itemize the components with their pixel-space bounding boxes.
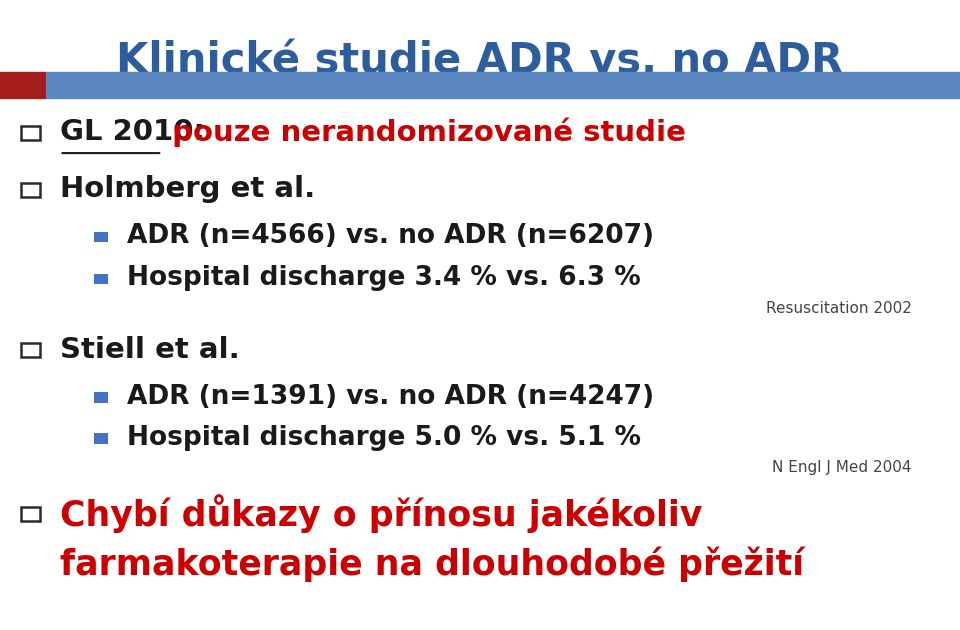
Text: Chybí důkazy o přínosu jakékoliv: Chybí důkazy o přínosu jakékoliv (60, 494, 702, 533)
Text: farmakoterapie na dlouhodobé přežití: farmakoterapie na dlouhodobé přežití (60, 546, 804, 581)
Bar (21, 183, 40, 197)
Text: Holmberg et al.: Holmberg et al. (60, 175, 315, 203)
Bar (94, 273, 108, 284)
Bar (21, 507, 40, 521)
Text: pouze nerandomizované studie: pouze nerandomizované studie (162, 118, 686, 147)
Text: ADR (n=4566) vs. no ADR (n=6207): ADR (n=4566) vs. no ADR (n=6207) (127, 223, 654, 249)
Text: GL 2010:: GL 2010: (60, 118, 204, 146)
Text: Klinické studie ADR vs. no ADR: Klinické studie ADR vs. no ADR (116, 41, 844, 83)
Text: Hospital discharge 3.4 % vs. 6.3 %: Hospital discharge 3.4 % vs. 6.3 % (127, 265, 640, 292)
Text: Stiell et al.: Stiell et al. (60, 336, 239, 364)
Text: Resuscitation 2002: Resuscitation 2002 (766, 301, 912, 316)
Bar (94, 392, 108, 403)
Bar (21, 126, 40, 140)
Bar (46, 72, 960, 98)
Bar (0, 72, 46, 98)
Bar (94, 433, 108, 444)
Text: ADR (n=1391) vs. no ADR (n=4247): ADR (n=1391) vs. no ADR (n=4247) (127, 384, 654, 410)
Bar (94, 232, 108, 242)
Bar (21, 343, 40, 357)
Text: Hospital discharge 5.0 % vs. 5.1 %: Hospital discharge 5.0 % vs. 5.1 % (127, 425, 640, 451)
Text: N Engl J Med 2004: N Engl J Med 2004 (773, 460, 912, 475)
